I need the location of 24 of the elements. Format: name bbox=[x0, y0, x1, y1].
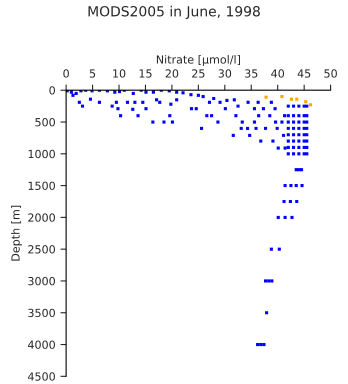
x-tick-label: 15 bbox=[140, 69, 152, 78]
y-tick-label: 1500 bbox=[28, 182, 55, 190]
y-tick-label: 3000 bbox=[28, 276, 55, 286]
x-tick-label: 5 bbox=[90, 69, 96, 78]
x-tick-label: 0 bbox=[63, 69, 69, 78]
y-tick-label: 2000 bbox=[28, 213, 55, 222]
y-tick-label: 2500 bbox=[28, 245, 55, 254]
x-tick-label: 20 bbox=[166, 69, 178, 78]
x-tick-label: 45 bbox=[298, 69, 310, 78]
x-tick-label: 30 bbox=[218, 69, 232, 78]
y-tick-label: 3500 bbox=[28, 308, 55, 318]
x-tick-label: 50 bbox=[324, 69, 337, 78]
x-tick-label: 10 bbox=[113, 69, 126, 78]
x-tick-label: 35 bbox=[245, 69, 258, 78]
x-axis-title: Nitrate [µmol/l] bbox=[156, 55, 240, 66]
y-axis-title: Depth [m] bbox=[11, 206, 22, 261]
y-tick-label: 0 bbox=[49, 86, 55, 95]
x-tick-label: 40 bbox=[271, 69, 284, 78]
x-tick-label: 25 bbox=[192, 69, 204, 78]
y-tick-label: 4000 bbox=[28, 340, 55, 349]
chart-title: MODS2005 in June, 1998 bbox=[88, 6, 260, 20]
y-tick-label: 1000 bbox=[28, 150, 55, 158]
y-tick-label: 500 bbox=[35, 118, 55, 126]
y-tick-label: 4500 bbox=[28, 372, 55, 381]
